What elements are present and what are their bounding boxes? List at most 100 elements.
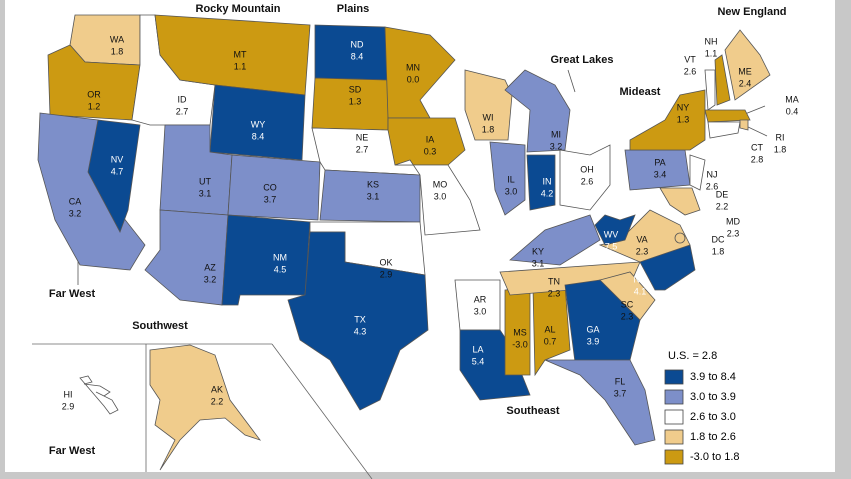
state	[509, 214, 601, 266]
state-value: 3.0	[474, 306, 487, 316]
state-value: 4.3	[354, 326, 367, 336]
state-abbr: MD	[726, 216, 740, 226]
state-abbr: IA	[426, 134, 435, 144]
state-abbr: SC	[621, 299, 634, 309]
state-abbr: WA	[110, 34, 124, 44]
state-value: 2.6	[684, 66, 697, 76]
state	[287, 231, 429, 411]
legend-label: 3.9 to 8.4	[690, 371, 736, 383]
state	[704, 69, 716, 111]
state-abbr: TX	[354, 314, 366, 324]
state-value: 2.9	[62, 401, 75, 411]
state-abbr: NJ	[707, 169, 718, 179]
state	[739, 119, 749, 131]
state	[464, 69, 513, 141]
state-abbr: KY	[532, 246, 544, 256]
state	[704, 109, 751, 123]
state-value: 3.0	[434, 191, 447, 201]
region-label: Southwest	[132, 320, 188, 332]
state-value: 2.6	[581, 176, 594, 186]
state-value: 1.8	[712, 246, 725, 256]
state-value: 1.2	[88, 101, 101, 111]
state-abbr: CT	[751, 142, 763, 152]
state-value: 2.7	[356, 144, 369, 154]
state-abbr: DC	[712, 234, 725, 244]
state-abbr: OK	[379, 257, 392, 267]
leader	[567, 69, 576, 93]
state-abbr: SD	[349, 84, 362, 94]
state	[707, 121, 741, 139]
state-value: 3.1	[532, 258, 545, 268]
state-abbr: CA	[69, 196, 82, 206]
state-abbr: OH	[580, 164, 594, 174]
state-abbr: KS	[367, 179, 379, 189]
region-label: Great Lakes	[551, 54, 614, 66]
state	[594, 214, 636, 246]
state-value: 3.0	[505, 186, 518, 196]
state	[459, 329, 531, 401]
state-abbr: IL	[507, 174, 515, 184]
state-abbr: AR	[474, 294, 487, 304]
state-abbr: WY	[251, 119, 266, 129]
legend-swatch	[664, 389, 684, 405]
state	[629, 89, 706, 151]
state-value: 4.7	[111, 166, 124, 176]
inset-lines	[32, 343, 373, 479]
region-label: Far West	[49, 445, 96, 457]
state-value: 0.7	[544, 336, 557, 346]
state-abbr: ME	[738, 66, 752, 76]
legend-swatch	[664, 429, 684, 445]
state-value: 2.2	[211, 396, 224, 406]
state-abbr: GA	[586, 324, 599, 334]
state-abbr: AL	[544, 324, 555, 334]
state-abbr: MA	[785, 94, 799, 104]
state-abbr: MO	[433, 179, 448, 189]
legend-label: 1.8 to 2.6	[690, 431, 736, 443]
state-abbr: NV	[111, 154, 124, 164]
state-value: 3.7	[264, 194, 277, 204]
state-value: 8.4	[252, 131, 265, 141]
state-abbr: LA	[472, 344, 483, 354]
state	[724, 29, 771, 101]
state-value: 5.4	[472, 356, 485, 366]
state-value: 1.3	[677, 114, 690, 124]
state-abbr: FL	[615, 376, 626, 386]
state-value: 3.9	[587, 336, 600, 346]
state-value: 1.3	[349, 96, 362, 106]
state-value: 0.4	[786, 106, 799, 116]
state-value: 0.0	[407, 74, 420, 84]
region-label: Southeast	[506, 405, 560, 417]
state-value: 8.4	[351, 51, 364, 61]
state-value: 1.1	[234, 61, 247, 71]
state	[659, 187, 701, 216]
state-abbr: HI	[64, 389, 73, 399]
state	[689, 154, 706, 191]
state-abbr: ID	[178, 94, 188, 104]
state	[87, 119, 141, 233]
state-abbr: MS	[513, 327, 527, 337]
state	[454, 279, 501, 331]
state	[394, 159, 481, 236]
state-abbr: ND	[351, 39, 364, 49]
legend-swatch	[664, 369, 684, 385]
region-label: New England	[717, 6, 786, 18]
region-label: Far West	[49, 288, 96, 300]
state-abbr: UT	[199, 176, 211, 186]
state	[227, 154, 321, 221]
legend-title: U.S. = 2.8	[668, 350, 717, 362]
state-value: -3.0	[512, 339, 528, 349]
state-value: 2.3	[621, 311, 634, 321]
state-abbr: TN	[548, 276, 560, 286]
state-value: 1.8	[482, 124, 495, 134]
state	[526, 154, 556, 211]
state-value: 4.2	[541, 188, 554, 198]
state-value: 2.3	[727, 228, 740, 238]
state-value: 3.1	[199, 188, 212, 198]
state-abbr: WV	[604, 229, 619, 239]
state-abbr: MN	[406, 62, 420, 72]
state-value: 1.8	[111, 46, 124, 56]
state-abbr: NH	[705, 36, 718, 46]
state-abbr: VA	[636, 234, 647, 244]
state-value: 3.4	[654, 169, 667, 179]
